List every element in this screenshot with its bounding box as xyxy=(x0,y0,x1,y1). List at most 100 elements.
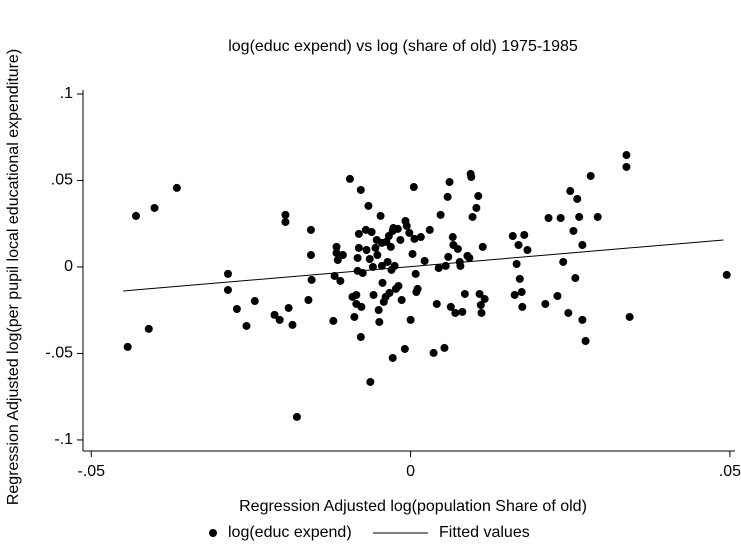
point xyxy=(520,230,529,239)
y-tick-label: 0 xyxy=(64,258,73,275)
point xyxy=(460,289,469,298)
point xyxy=(332,242,341,251)
point xyxy=(400,344,409,353)
point xyxy=(564,308,573,317)
point xyxy=(443,192,452,201)
point xyxy=(512,260,521,269)
point xyxy=(416,233,425,242)
point xyxy=(517,288,526,297)
point xyxy=(468,212,477,221)
point xyxy=(573,194,582,203)
point xyxy=(374,306,383,315)
point xyxy=(518,302,527,311)
point xyxy=(434,263,443,272)
point xyxy=(338,251,347,260)
point xyxy=(477,308,486,317)
point xyxy=(446,302,455,311)
point xyxy=(368,262,377,271)
y-tick-label: -.1 xyxy=(54,431,73,448)
point xyxy=(292,412,301,421)
point xyxy=(476,301,485,310)
point xyxy=(330,271,339,280)
point xyxy=(281,217,290,226)
point xyxy=(306,225,315,234)
point xyxy=(456,261,465,270)
point xyxy=(402,221,411,230)
point xyxy=(625,312,634,321)
point xyxy=(478,242,487,251)
point xyxy=(541,299,550,308)
point xyxy=(510,290,519,299)
point xyxy=(144,324,153,333)
point xyxy=(593,212,602,221)
point xyxy=(150,203,159,212)
point xyxy=(367,228,376,237)
point xyxy=(556,214,565,223)
point xyxy=(508,231,517,240)
point xyxy=(336,276,345,285)
point xyxy=(544,214,553,223)
point xyxy=(514,240,523,249)
point xyxy=(383,257,392,266)
point xyxy=(465,253,474,262)
point xyxy=(232,304,241,313)
point xyxy=(440,343,449,352)
point xyxy=(553,292,562,301)
point xyxy=(420,256,429,265)
point xyxy=(409,183,418,192)
legend-marker xyxy=(209,529,217,537)
point xyxy=(378,278,387,287)
point xyxy=(123,342,132,351)
point xyxy=(357,302,366,311)
point xyxy=(722,270,731,279)
point xyxy=(432,299,441,308)
chart-title: log(educ expend) vs log (share of old) 1… xyxy=(228,38,578,55)
point xyxy=(364,201,373,210)
point xyxy=(329,316,338,325)
point xyxy=(242,321,251,330)
point xyxy=(413,284,422,293)
point xyxy=(365,254,374,263)
point xyxy=(586,171,595,180)
point xyxy=(467,173,476,182)
point xyxy=(559,257,568,266)
point xyxy=(515,274,524,283)
point xyxy=(304,295,313,304)
point xyxy=(390,261,399,270)
point xyxy=(578,315,587,324)
point xyxy=(394,281,403,290)
point xyxy=(354,243,363,252)
x-axis-label: Regression Adjusted log(population Share… xyxy=(239,498,587,515)
point xyxy=(405,228,414,237)
point xyxy=(581,336,590,345)
point xyxy=(356,333,365,342)
point xyxy=(373,251,382,260)
point xyxy=(377,261,386,270)
point xyxy=(307,275,316,284)
point xyxy=(578,240,587,249)
fitted-line xyxy=(123,239,724,292)
point xyxy=(352,290,361,299)
point xyxy=(472,203,481,212)
y-tick-label: .05 xyxy=(51,172,73,189)
x-tick-label: .05 xyxy=(719,463,741,480)
point xyxy=(444,252,453,261)
x-tick-label: 0 xyxy=(406,463,415,480)
point xyxy=(396,235,405,244)
point xyxy=(569,226,578,235)
point xyxy=(275,315,284,324)
point xyxy=(385,288,394,297)
legend-label: Fitted values xyxy=(439,524,530,541)
point xyxy=(393,224,402,233)
point xyxy=(353,253,362,262)
point xyxy=(408,249,417,258)
point xyxy=(270,310,279,319)
point xyxy=(436,210,445,219)
point xyxy=(575,212,584,221)
point xyxy=(448,233,457,242)
point xyxy=(566,187,575,196)
point xyxy=(250,297,259,306)
point xyxy=(369,290,378,299)
point xyxy=(480,294,489,303)
